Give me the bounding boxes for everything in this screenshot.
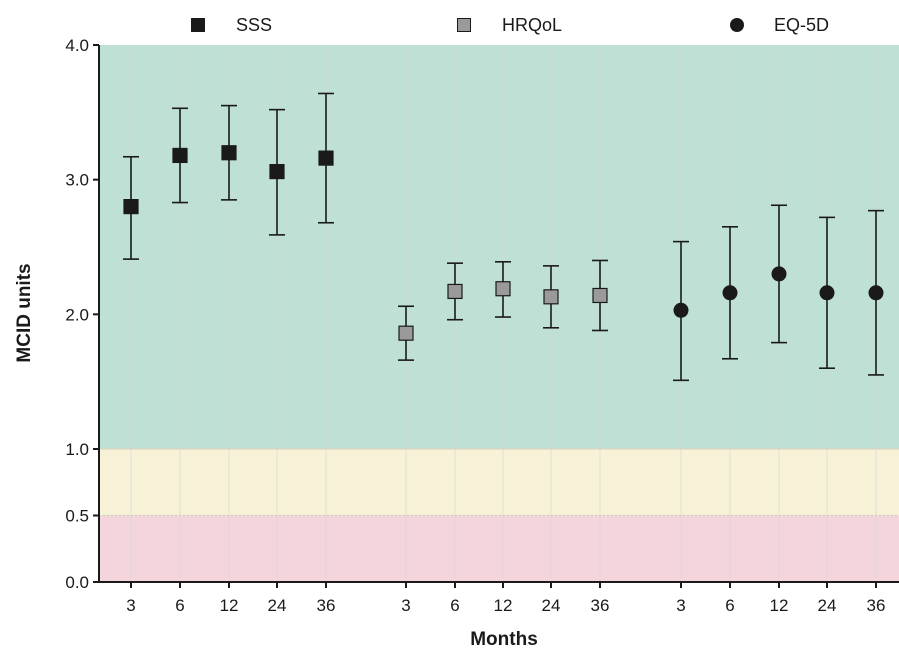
y-tick-label-0: 0.0 (65, 573, 89, 592)
legend-marker-0 (191, 18, 205, 32)
point-2-2 (771, 266, 787, 282)
point-1-4 (592, 287, 608, 304)
legend: SSS HRQoL EQ-5D (191, 15, 829, 35)
band-2 (99, 515, 899, 582)
point-1-1 (447, 283, 463, 300)
band-0 (99, 45, 899, 449)
x-tick-label-9: 36 (591, 596, 610, 615)
x-tick-label-7: 12 (494, 596, 513, 615)
point-1-2 (495, 281, 511, 297)
point-1-0 (398, 325, 414, 341)
mcid-bands (99, 45, 899, 582)
x-tick-label-3: 24 (268, 596, 287, 615)
y-tick-label-2: 1.0 (65, 440, 89, 459)
point-1-3 (543, 289, 559, 305)
x-tick-label-0: 3 (126, 596, 135, 615)
point-2-1 (722, 285, 738, 301)
legend-label-2: EQ-5D (774, 15, 829, 35)
point-2-4 (868, 285, 884, 301)
x-tick-label-5: 3 (401, 596, 410, 615)
x-tick-label-12: 12 (770, 596, 789, 615)
legend-label-1: HRQoL (502, 15, 562, 35)
point-0-1 (172, 147, 188, 164)
y-tick-label-5: 4.0 (65, 36, 89, 55)
x-tick-label-11: 6 (725, 596, 734, 615)
x-tick-label-14: 36 (867, 596, 886, 615)
point-2-0 (673, 302, 689, 318)
x-axis-ticks: 3 6 12 24 36 3 6 12 24 36 3 6 12 24 36 (126, 582, 885, 615)
y-tick-label-3: 2.0 (65, 305, 89, 324)
x-tick-label-6: 6 (450, 596, 459, 615)
legend-marker-1 (457, 18, 471, 32)
x-tick-label-8: 24 (542, 596, 561, 615)
x-tick-label-1: 6 (175, 596, 184, 615)
point-0-4 (318, 150, 334, 166)
y-axis-ticks: 0.0 0.5 1.0 2.0 3.0 4.0 (65, 36, 99, 592)
x-tick-label-2: 12 (220, 596, 239, 615)
point-0-2 (221, 145, 237, 161)
y-tick-label-1: 0.5 (65, 507, 89, 526)
point-0-3 (269, 163, 285, 180)
data-marks (123, 92, 884, 382)
point-0-0 (123, 199, 139, 215)
x-tick-label-13: 24 (818, 596, 837, 615)
legend-label-0: SSS (236, 15, 272, 35)
point-2-3 (819, 285, 835, 301)
band-1 (99, 449, 899, 516)
legend-marker-2 (730, 18, 744, 32)
x-tick-label-10: 3 (676, 596, 685, 615)
y-axis-title: MCID units (14, 263, 35, 362)
x-axis-title: Months (470, 629, 538, 650)
x-tick-label-4: 36 (317, 596, 336, 615)
y-tick-label-4: 3.0 (65, 171, 89, 190)
